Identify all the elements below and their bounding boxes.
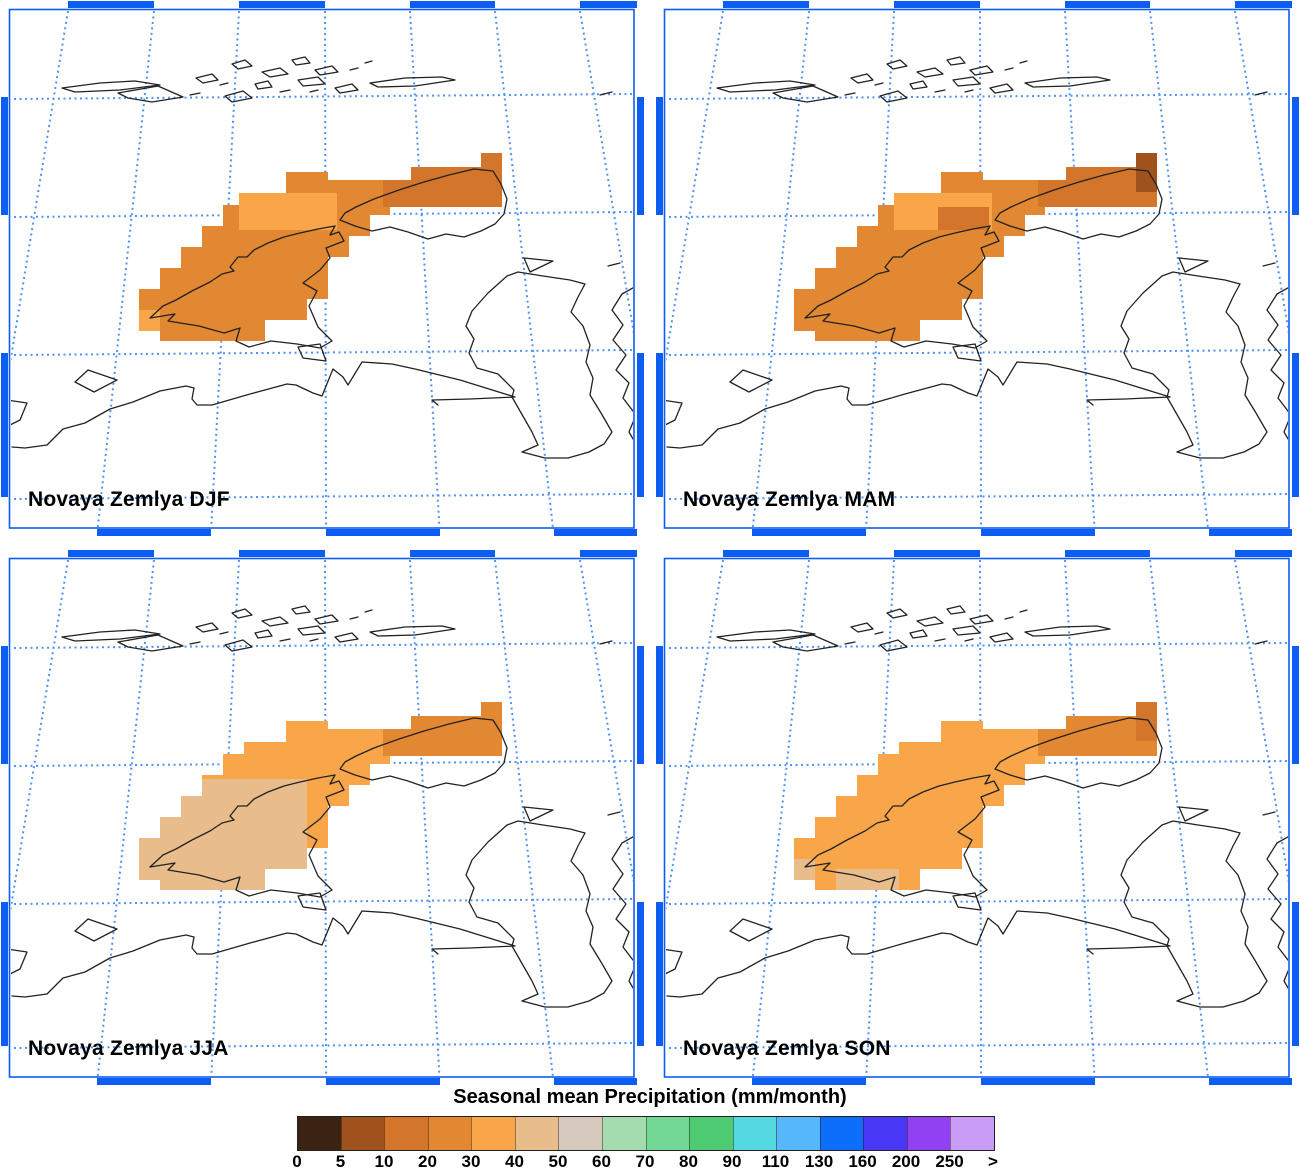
- colorbar-tick-label: 80: [679, 1152, 698, 1171]
- frame-border: [8, 557, 635, 1078]
- colorbar-swatch-15: [950, 1117, 994, 1150]
- panel-title-mam: Novaya Zemlya MAM: [683, 488, 896, 511]
- colorbar-swatch-4: [471, 1117, 515, 1150]
- precip-fill-cells: [139, 702, 502, 890]
- frame-ticks: [1, 1, 644, 536]
- coastlines: [11, 605, 633, 1008]
- colorbar-swatch-10: [732, 1117, 777, 1150]
- colorbar: [297, 1116, 995, 1151]
- coastlines: [11, 56, 633, 459]
- coastlines: [666, 56, 1288, 459]
- colorbar-tick-label: 30: [461, 1152, 481, 1171]
- colorbar-swatch-9: [689, 1117, 733, 1150]
- colorbar-tick-label: 50: [548, 1152, 568, 1171]
- frame-border: [663, 8, 1290, 529]
- panel-title-jja: Novaya Zemlya JJA: [28, 1037, 229, 1060]
- colorbar-title: Seasonal mean Precipitation (mm/month): [453, 1086, 847, 1108]
- map-panel-son: Novaya Zemlya SON: [655, 549, 1300, 1086]
- colorbar-tick-label: 250: [935, 1152, 964, 1171]
- colorbar-tick-label: 40: [505, 1152, 524, 1171]
- precip-fill-cells: [139, 153, 502, 341]
- coastlines: [666, 605, 1288, 1008]
- frame-ticks: [656, 550, 1299, 1085]
- colorbar-swatch-0: [298, 1117, 341, 1150]
- panel-title-djf: Novaya Zemlya DJF: [28, 488, 230, 511]
- precip-fill-cells: [794, 702, 1157, 890]
- colorbar-tick-label: 20: [418, 1152, 437, 1171]
- colorbar-swatch-13: [863, 1117, 907, 1150]
- map-panel-mam: Novaya Zemlya MAM: [655, 0, 1300, 537]
- colorbar-swatch-11: [776, 1117, 820, 1150]
- colorbar-block: Seasonal mean Precipitation (mm/month) 0…: [0, 1086, 1300, 1175]
- colorbar-swatch-14: [906, 1117, 951, 1150]
- panel-title-son: Novaya Zemlya SON: [683, 1037, 891, 1060]
- map-panel-jja: Novaya Zemlya JJA: [0, 549, 645, 1086]
- colorbar-tick-label: 200: [891, 1152, 921, 1171]
- colorbar-swatch-6: [558, 1117, 602, 1150]
- colorbar-tick-label: >: [988, 1152, 998, 1171]
- colorbar-swatch-1: [340, 1117, 385, 1150]
- colorbar-tick-label: 70: [635, 1152, 655, 1171]
- colorbar-tick-label: 5: [335, 1152, 346, 1171]
- map-panel-djf: Novaya Zemlya DJF: [0, 0, 645, 537]
- colorbar-tick-label: 130: [804, 1152, 834, 1171]
- frame-ticks: [656, 1, 1299, 536]
- colorbar-swatch-12: [819, 1117, 864, 1150]
- colorbar-swatch-2: [384, 1117, 428, 1150]
- colorbar-swatch-8: [645, 1117, 690, 1150]
- colorbar-tick-labels: 0 5 10 20 30 40 50 60 70 80 90 110 130 160 200 250 >: [0, 1152, 1300, 1172]
- colorbar-tick-label: 160: [848, 1152, 877, 1171]
- frame-ticks: [1, 550, 644, 1085]
- colorbar-tick-label: 90: [722, 1152, 742, 1171]
- frame-border: [663, 557, 1290, 1078]
- map-djf: [0, 0, 645, 537]
- map-mam: [655, 0, 1300, 537]
- colorbar-tick-label: 60: [592, 1152, 611, 1171]
- colorbar-swatch-3: [427, 1117, 472, 1150]
- map-son: [655, 549, 1300, 1086]
- colorbar-tick-label: 0: [292, 1152, 302, 1171]
- colorbar-swatch-7: [601, 1117, 646, 1150]
- colorbar-tick-label: 10: [374, 1152, 394, 1171]
- colorbar-swatch-5: [514, 1117, 559, 1150]
- map-jja: [0, 549, 645, 1086]
- frame-border: [8, 8, 635, 529]
- colorbar-tick-label: 110: [761, 1152, 790, 1171]
